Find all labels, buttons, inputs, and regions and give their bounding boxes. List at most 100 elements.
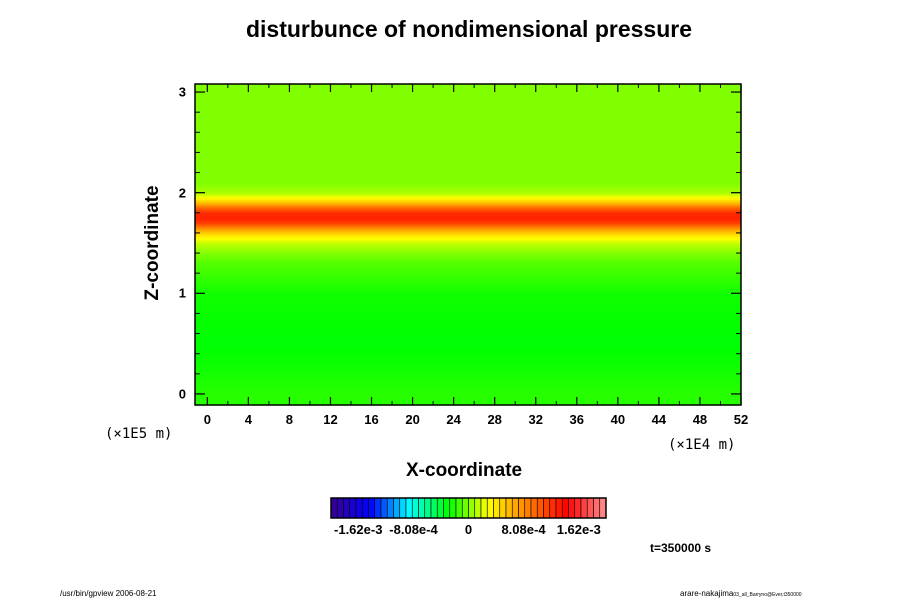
colorbar-bin (543, 497, 551, 519)
heatmap-cell (195, 388, 741, 392)
colorbar-bin (361, 497, 369, 519)
heatmap-cell (195, 109, 741, 112)
heatmap-cell (195, 223, 741, 227)
heatmap-cell (195, 396, 741, 400)
heatmap-cell (195, 336, 741, 340)
heatmap-cell (195, 241, 741, 245)
colorbar-bin (493, 497, 501, 519)
heatmap-cell (195, 149, 741, 153)
heatmap-cell (195, 107, 741, 110)
heatmap-cell (195, 89, 741, 92)
colorbar-tick-label: 0 (464, 522, 473, 537)
heatmap-cell (195, 256, 741, 259)
heatmap-cell (195, 84, 741, 86)
colorbar-bin (336, 497, 344, 519)
heatmap-cell (195, 219, 741, 223)
colorbar-bin (455, 497, 463, 519)
heatmap-cell (195, 133, 741, 136)
heatmap-cell (195, 304, 741, 307)
y-unit-label: (×1E5 m) (105, 426, 173, 442)
heatmap-cell (195, 352, 741, 356)
heatmap-cell (195, 320, 741, 324)
heatmap-cell (195, 328, 741, 332)
heatmap-cell (195, 169, 741, 173)
heatmap-cell (195, 155, 741, 159)
heatmap-cell (195, 185, 741, 189)
heatmap-cell (195, 101, 741, 104)
x-tick-label: 36 (569, 412, 585, 427)
x-tick-label: 52 (733, 412, 749, 427)
heatmap-cell (195, 113, 741, 116)
heatmap-cell (195, 332, 741, 336)
heatmap-cell (195, 316, 741, 320)
colorbar-bin (511, 497, 519, 519)
heatmap-cell (195, 386, 741, 390)
heatmap-cell (195, 364, 741, 368)
colorbar-bin (355, 497, 363, 519)
heatmap-cell (195, 392, 741, 396)
colorbar-bin (430, 497, 438, 519)
heatmap-cell (195, 282, 741, 285)
heatmap-cell (195, 173, 741, 177)
heatmap-cell (195, 165, 741, 169)
colorbar-bin (593, 497, 601, 519)
heatmap-cell (195, 362, 741, 366)
heatmap-cell (195, 368, 741, 372)
heatmap-cell (195, 350, 741, 354)
x-tick-label: 12 (323, 412, 338, 427)
colorbar-bin (330, 497, 338, 519)
heatmap-cell (195, 209, 741, 213)
heatmap-cell (195, 278, 741, 281)
x-tick-label: 20 (405, 412, 420, 427)
heatmap-cell (195, 179, 741, 183)
colorbar-bin (349, 497, 357, 519)
heatmap-cell (195, 91, 741, 94)
heatmap-cell (195, 157, 741, 161)
colorbar-bin (518, 497, 526, 519)
heatmap-cell (195, 167, 741, 171)
heatmap-cell (195, 231, 741, 235)
heatmap-cell (195, 203, 741, 207)
colorbar-bin (486, 497, 494, 519)
colorbar-bin (399, 497, 407, 519)
heatmap-cell (195, 221, 741, 225)
heatmap-cell (195, 264, 741, 267)
y-tick-label: 1 (178, 285, 186, 301)
heatmap-cell (195, 312, 741, 316)
heatmap-cell (195, 354, 741, 358)
heatmap-cell (195, 268, 741, 271)
heatmap-cell (195, 254, 741, 257)
colorbar-bin (568, 497, 576, 519)
y-axis-label: Z-coordinate (142, 185, 163, 301)
x-tick-label: 32 (528, 412, 543, 427)
heatmap-cell (195, 171, 741, 175)
colorbar-bin (586, 497, 594, 519)
x-tick-label: 8 (285, 412, 294, 427)
heatmap-cell (195, 139, 741, 142)
y-tick-label: 3 (178, 84, 186, 100)
heatmap-cell (195, 302, 741, 305)
colorbar-bin (599, 497, 607, 519)
y-tick-label: 2 (178, 185, 186, 201)
heatmap-cell (195, 258, 741, 261)
heatmap-cell (195, 213, 741, 217)
heatmap-cell (195, 366, 741, 370)
x-tick-label: 24 (446, 412, 461, 427)
colorbar-bin (561, 497, 569, 519)
colorbar-bin (436, 497, 444, 519)
colorbar-bin (524, 497, 532, 519)
x-tick-label: 48 (692, 412, 708, 427)
colorbar-bin (374, 497, 382, 519)
colorbar-bin (405, 497, 413, 519)
heatmap-cell (195, 272, 741, 275)
heatmap-cell (195, 225, 741, 229)
colorbar-bin (480, 497, 488, 519)
colorbar-bin (380, 497, 388, 519)
colorbar-bin (536, 497, 544, 519)
heatmap-cell (195, 227, 741, 231)
heatmap-cell (195, 280, 741, 283)
colorbar-bin (368, 497, 376, 519)
heatmap-cell (195, 338, 741, 342)
heatmap-cell (195, 181, 741, 185)
